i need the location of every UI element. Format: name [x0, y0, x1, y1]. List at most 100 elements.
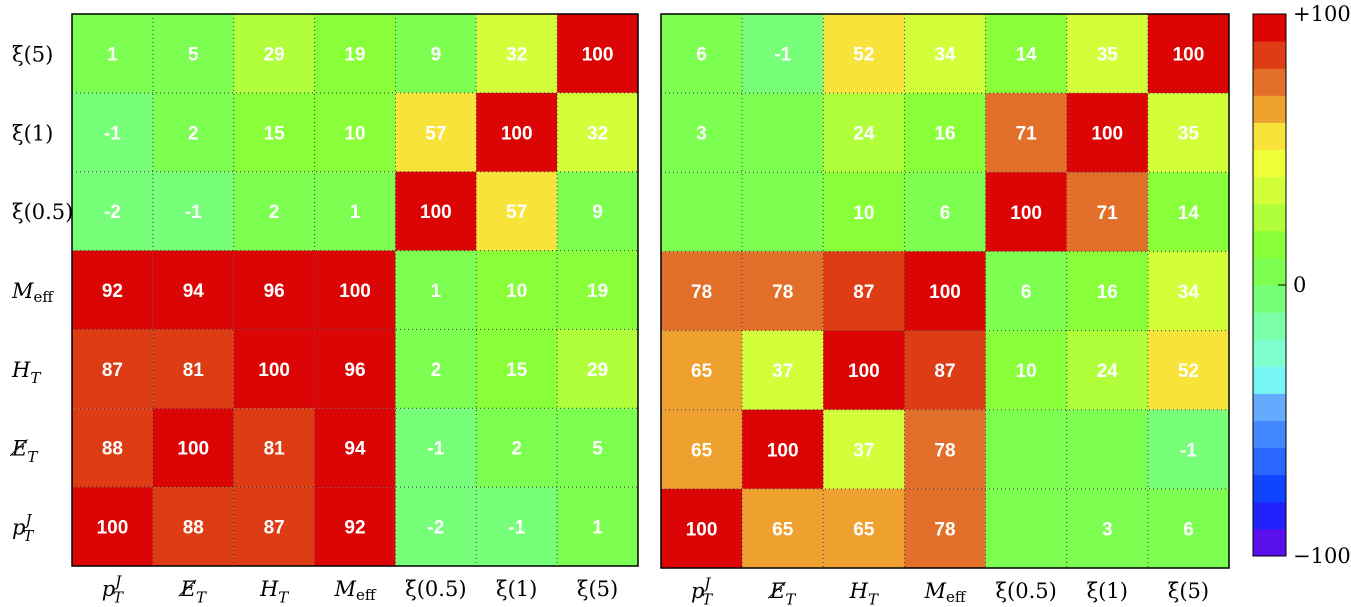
heatmap-cell [904, 409, 986, 489]
cell-value-label: 100 [848, 361, 880, 382]
heatmap-cell [661, 251, 743, 331]
cell-value-label: 5 [592, 439, 603, 460]
heatmap-cell [557, 14, 638, 93]
cell-value-label: 19 [344, 44, 365, 65]
heatmap-cell [661, 409, 743, 489]
heatmap-cell [233, 171, 315, 251]
x-tick-label: HT [849, 579, 879, 607]
x-tick-label: ξ(5) [1168, 579, 1209, 603]
heatmap-cell [152, 408, 234, 488]
cell-value-label: 1 [107, 44, 118, 65]
x-tick-label: HT [259, 577, 289, 606]
color-scale-tick-label: +100 [1293, 2, 1351, 26]
heatmap-cell [1066, 93, 1148, 173]
right-correlation-matrix: 6 -1 52 34 14 35 100 3 24 16 71 100 35 10 6 100 71 14 78 78… [660, 13, 1230, 607]
cell-value-label: 35 [1097, 45, 1119, 66]
cell-value-label: 100 [501, 123, 533, 144]
heatmap-cell [904, 172, 986, 252]
heatmap-cell [742, 172, 824, 252]
color-scale-segment [1253, 203, 1286, 232]
heatmap-cell [233, 14, 315, 93]
y-tick-label: HT [11, 358, 41, 387]
cell-value-label: 1 [431, 281, 442, 302]
heatmap-cell [742, 93, 824, 173]
color-scale-segment [1253, 420, 1286, 449]
heatmap-cell [476, 92, 558, 172]
heatmap-cell [233, 487, 315, 566]
x-tick-label: Meff [923, 579, 966, 606]
color-scale-segment [1253, 176, 1286, 205]
cell-value-label: 100 [767, 440, 799, 461]
heatmap-cell [233, 408, 315, 488]
heatmap-cell [823, 488, 905, 568]
cell-value-label: 100 [339, 281, 371, 302]
color-scale-tick-label: 0 [1293, 273, 1306, 297]
heatmap-cell [152, 329, 234, 409]
heatmap-cell [314, 487, 396, 566]
color-scale-bar: +100 0 −100 [1252, 2, 1351, 568]
heatmap-cell [1147, 330, 1229, 410]
heatmap-cell [661, 488, 743, 568]
cell-value-label: 1 [592, 518, 603, 539]
cell-value-label: 16 [1097, 282, 1118, 303]
color-scale-segment [1253, 68, 1286, 96]
cell-value-label: 100 [582, 44, 614, 65]
cell-value-label: 32 [587, 123, 608, 144]
heatmap-cell [661, 14, 743, 94]
heatmap-cell [72, 171, 153, 251]
cell-value-label: 37 [772, 361, 793, 382]
heatmap-cell [904, 14, 986, 94]
cell-value-label: 9 [592, 202, 603, 223]
heatmap-cell [314, 14, 396, 93]
heatmap-cell [1147, 488, 1229, 568]
cell-value-label: 6 [940, 203, 951, 224]
cell-value-label: -2 [427, 518, 444, 539]
left-correlation-matrix: 1 5 29 19 9 32 100-1 2 15 10 57 100 32-2 -1 2 1 100 57 992… [9, 13, 639, 607]
heatmap-cell [904, 330, 986, 410]
cell-value-label: 94 [344, 439, 366, 460]
cell-value-label: 87 [853, 282, 874, 303]
heatmap-cell [1066, 409, 1148, 489]
heatmap-cell [823, 251, 905, 331]
cell-value-label: 65 [772, 519, 794, 540]
cell-value-label: 35 [1178, 124, 1200, 145]
heatmap-cell [72, 14, 153, 93]
heatmap-cell [1147, 93, 1229, 173]
color-scale-tick-label: −100 [1293, 544, 1351, 568]
x-tick-label: E̸T [178, 577, 207, 606]
color-scale-segment [1253, 501, 1286, 530]
heatmap-cell [314, 408, 396, 488]
heatmap-cell [314, 92, 396, 172]
heatmap-cell [985, 409, 1067, 489]
color-scale-segment [1253, 339, 1286, 367]
plot-frame [660, 13, 1230, 569]
cell-value-label: 10 [344, 123, 365, 144]
heatmap-cell [152, 487, 234, 566]
cell-value-label: 100 [97, 518, 129, 539]
heatmap-cell [661, 330, 743, 410]
heatmap-cell [557, 408, 638, 488]
heatmap-cell [476, 250, 558, 330]
heatmap-cell [314, 250, 396, 330]
cell-value-label: 100 [1091, 124, 1123, 145]
heatmap-cell [742, 251, 824, 331]
cell-value-label: -1 [104, 123, 121, 144]
heatmap-cell [1147, 251, 1229, 331]
cell-value-label: -1 [1180, 440, 1197, 461]
x-tick-label: pJT​ [102, 573, 124, 607]
cell-value-label: 65 [691, 440, 713, 461]
cell-value-label: 14 [1016, 45, 1038, 66]
cell-value-label: 2 [431, 360, 442, 381]
heatmap-cell [72, 92, 153, 172]
cell-value-label: 100 [258, 360, 290, 381]
heatmap-cell [904, 488, 986, 568]
x-tick-label: ξ(1) [1087, 579, 1128, 603]
y-tick-label: ξ(0.5) [12, 200, 73, 224]
heatmap-cell [233, 250, 315, 330]
heatmap-cell [1147, 14, 1229, 94]
heatmap-cell [742, 330, 824, 410]
y-tick-label: ξ(5) [12, 42, 53, 66]
heatmap-cell [476, 487, 558, 566]
cell-value-label: 6 [696, 45, 707, 66]
heatmap-cell [985, 251, 1067, 331]
